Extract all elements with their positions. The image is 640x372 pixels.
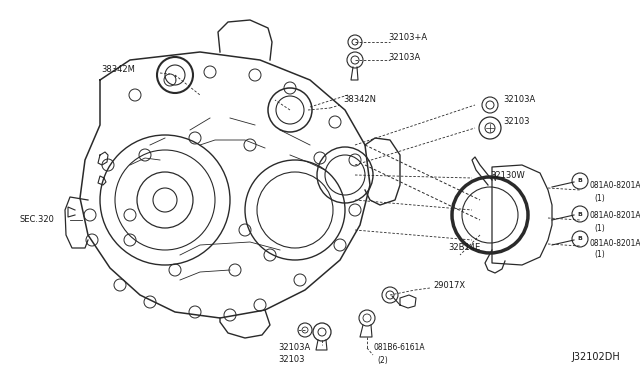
Text: 32103: 32103 <box>278 356 305 365</box>
Text: (1): (1) <box>594 224 605 232</box>
Text: 081B6-6161A: 081B6-6161A <box>373 343 424 353</box>
Text: B: B <box>577 212 582 217</box>
Text: 38342M: 38342M <box>101 65 135 74</box>
Text: 32103A: 32103A <box>503 96 535 105</box>
Text: 32B14E: 32B14E <box>448 244 480 253</box>
Text: (2): (2) <box>377 356 388 365</box>
Text: 32103+A: 32103+A <box>388 33 427 42</box>
Text: 32103A: 32103A <box>388 54 420 62</box>
Text: 32103: 32103 <box>503 118 529 126</box>
Text: 32130W: 32130W <box>490 170 525 180</box>
Text: 081A0-8201A: 081A0-8201A <box>590 238 640 247</box>
Text: B: B <box>577 237 582 241</box>
Text: 32103A: 32103A <box>278 343 310 353</box>
Text: 38342N: 38342N <box>343 96 376 105</box>
Text: (1): (1) <box>594 250 605 260</box>
Text: (1): (1) <box>594 193 605 202</box>
Text: 29017X: 29017X <box>433 280 465 289</box>
Text: B: B <box>577 179 582 183</box>
Text: SEC.320: SEC.320 <box>20 215 55 224</box>
Text: 081A0-8201A: 081A0-8201A <box>590 212 640 221</box>
Text: J32102DH: J32102DH <box>572 352 620 362</box>
Text: 081A0-8201A: 081A0-8201A <box>590 182 640 190</box>
